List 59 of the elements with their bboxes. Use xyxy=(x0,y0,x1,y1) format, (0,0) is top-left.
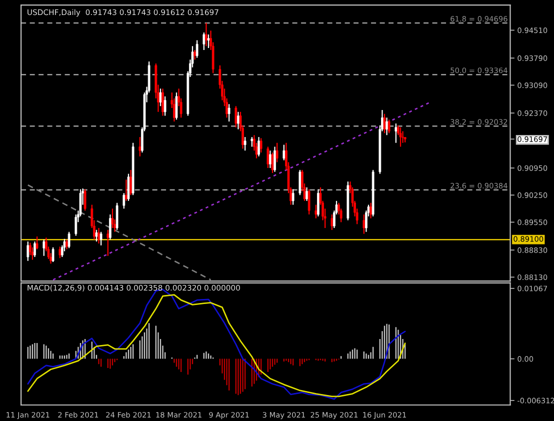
candlestick xyxy=(100,231,102,246)
candlestick xyxy=(26,240,30,262)
candlestick xyxy=(29,242,32,256)
candlestick xyxy=(386,117,388,136)
candlestick xyxy=(159,88,162,107)
candlestick xyxy=(194,49,196,60)
candlestick xyxy=(306,186,308,202)
candlestick xyxy=(106,229,110,256)
candlestick xyxy=(308,188,310,215)
candlestick xyxy=(98,227,100,244)
candlestick xyxy=(116,202,118,230)
candlestick xyxy=(370,202,372,219)
candlestick xyxy=(388,119,390,134)
candlestick xyxy=(52,246,54,263)
candlestick xyxy=(228,104,230,122)
candlestick xyxy=(282,144,286,161)
candlestick xyxy=(383,113,386,134)
candlestick xyxy=(330,214,334,230)
candlestick xyxy=(298,169,302,196)
candlestick xyxy=(234,106,238,128)
candlestick xyxy=(109,214,112,240)
candlestick xyxy=(205,22,208,47)
candlestick xyxy=(175,92,178,120)
candlestick xyxy=(402,130,404,144)
candlestick xyxy=(394,122,398,144)
candlestick xyxy=(34,240,36,258)
candlestick xyxy=(138,136,142,157)
candlestick xyxy=(84,188,86,212)
candlestick xyxy=(207,34,210,49)
candlestick xyxy=(399,126,402,148)
candlestick xyxy=(258,136,260,157)
candlestick xyxy=(31,246,34,260)
candlestick xyxy=(95,229,98,242)
candlestick xyxy=(314,204,318,219)
candlestick xyxy=(271,152,274,174)
candlestick xyxy=(317,188,320,217)
candlestick xyxy=(162,88,164,116)
candlestick xyxy=(58,246,62,259)
candlestick xyxy=(66,239,68,250)
candlestick xyxy=(244,136,246,152)
candlestick xyxy=(196,40,198,58)
candlestick xyxy=(42,239,46,256)
candlestick xyxy=(122,192,126,210)
candlestick xyxy=(202,32,206,51)
candlestick xyxy=(266,146,270,169)
candlestick xyxy=(250,136,254,148)
candlestick xyxy=(362,214,366,234)
candlestick xyxy=(125,179,128,202)
candlestick xyxy=(74,214,78,236)
candlestick xyxy=(274,146,276,172)
candlestick xyxy=(276,142,278,163)
candlestick xyxy=(130,169,132,196)
candlestick xyxy=(36,236,38,250)
candlestick xyxy=(127,173,130,202)
candlestick xyxy=(68,231,70,249)
candlestick xyxy=(111,208,114,229)
candlestick xyxy=(164,96,166,116)
candlestick xyxy=(292,188,294,206)
candlestick xyxy=(260,138,262,154)
